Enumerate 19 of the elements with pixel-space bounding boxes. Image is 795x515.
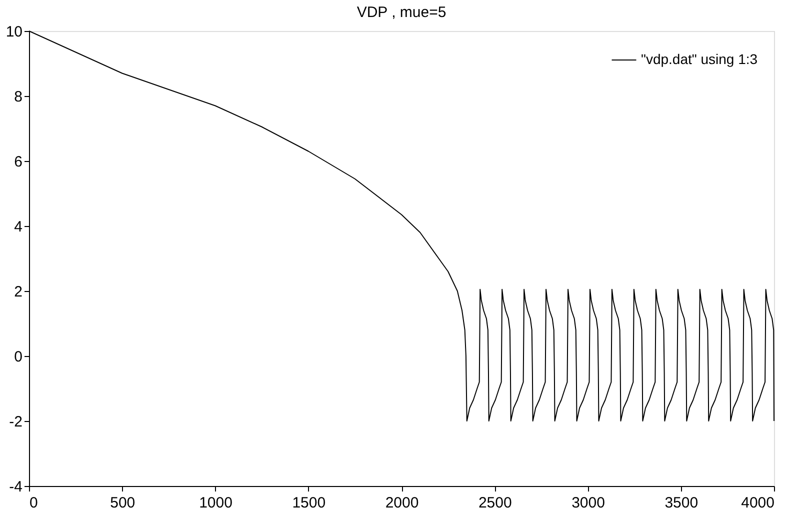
x-tick-label: 2000 <box>385 494 419 512</box>
y-tick-label: -2 <box>9 414 22 430</box>
x-tick-label: 500 <box>110 494 136 512</box>
legend-label: "vdp.dat" using 1:3 <box>641 51 758 67</box>
chart-title: VDP , mue=5 <box>356 4 446 21</box>
y-tick-label: 2 <box>14 284 22 300</box>
x-tick-label: 1000 <box>199 494 232 512</box>
y-tick-label: 0 <box>14 348 22 366</box>
x-tick-label: 3000 <box>572 494 605 512</box>
x-tick-label: 2500 <box>478 494 512 512</box>
y-tick-label: 8 <box>14 88 22 106</box>
y-tick-label: 4 <box>14 218 22 236</box>
x-tick-label: 0 <box>30 494 38 512</box>
y-tick-label: 6 <box>14 154 22 170</box>
y-tick-label: 10 <box>6 24 22 40</box>
x-tick-label: 1500 <box>292 494 326 512</box>
x-tick-label: 3500 <box>664 494 698 512</box>
y-tick-label: -4 <box>9 478 22 496</box>
x-tick-label: 4000 <box>741 494 774 512</box>
